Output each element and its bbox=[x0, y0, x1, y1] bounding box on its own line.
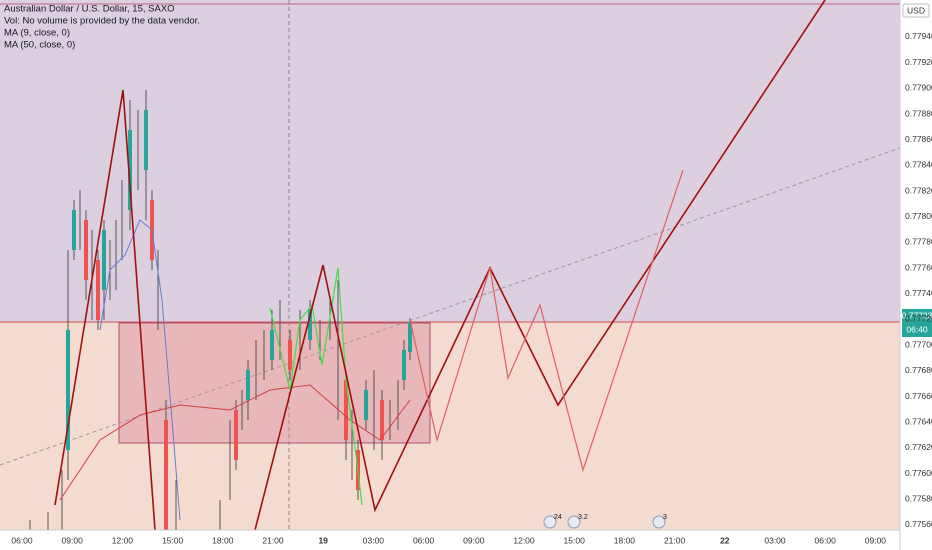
time-label: 18:00 bbox=[212, 535, 234, 545]
symbol-title: Australian Dollar / U.S. Dollar, 15, SAX… bbox=[4, 4, 175, 15]
time-label: 22 bbox=[720, 535, 730, 545]
time-label: 15:00 bbox=[162, 535, 184, 545]
time-label: 21:00 bbox=[262, 535, 284, 545]
zigzag-projection bbox=[254, 0, 826, 531]
event-icon bbox=[652, 515, 666, 529]
event-icon bbox=[567, 515, 581, 529]
current-price-badge bbox=[902, 309, 932, 337]
time-label: 15:00 bbox=[564, 535, 586, 545]
time-axis bbox=[0, 530, 900, 550]
event-count: 3.2 bbox=[578, 514, 588, 521]
ma-fast-line bbox=[99, 219, 181, 521]
trend-line bbox=[0, 147, 901, 466]
time-label: 06:00 bbox=[413, 535, 435, 545]
event-count: 3 bbox=[663, 514, 667, 521]
green-pattern bbox=[269, 267, 363, 506]
zigzag-left bbox=[54, 89, 156, 531]
lower-zone bbox=[0, 322, 900, 530]
price-axis bbox=[900, 0, 932, 550]
range-box bbox=[118, 322, 431, 444]
event-count: 24 bbox=[554, 514, 562, 521]
ma-slow-label: MA (50, close, 0) bbox=[4, 40, 75, 51]
time-label: 09:00 bbox=[62, 535, 84, 545]
time-label: 03:00 bbox=[363, 535, 385, 545]
time-label: 09:00 bbox=[463, 535, 485, 545]
upper-zone bbox=[0, 0, 900, 322]
time-label: 12:00 bbox=[112, 535, 134, 545]
currency-button[interactable] bbox=[902, 3, 930, 18]
time-label: 06:00 bbox=[815, 535, 837, 545]
currency-label[interactable]: USD bbox=[907, 5, 925, 15]
time-label: 03:00 bbox=[764, 535, 786, 545]
ma-fast-label: MA (9, close, 0) bbox=[4, 28, 70, 39]
events: 24 3.2 3 bbox=[543, 514, 667, 529]
event-icon bbox=[543, 515, 557, 529]
time-label: 06:00 bbox=[11, 535, 33, 545]
ma-slow-line bbox=[59, 384, 411, 501]
time-label: 19 bbox=[318, 535, 328, 545]
time-label: 09:00 bbox=[865, 535, 887, 545]
bar-countdown: 06:40 bbox=[906, 324, 928, 334]
volume-note: Vol: No volume is provided by the data v… bbox=[4, 16, 200, 27]
time-label: 21:00 bbox=[664, 535, 686, 545]
zigzag-alternative bbox=[409, 169, 684, 473]
time-label: 18:00 bbox=[614, 535, 636, 545]
time-label: 12:00 bbox=[513, 535, 535, 545]
current-price: 0.77723 bbox=[902, 310, 932, 320]
